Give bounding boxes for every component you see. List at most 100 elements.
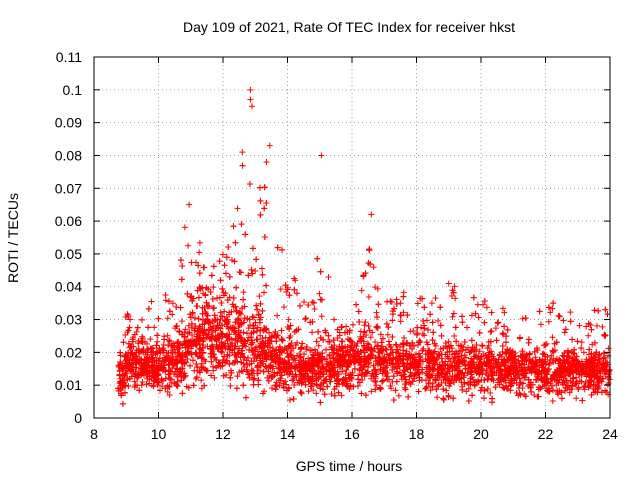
- data-point: [561, 373, 568, 380]
- data-point: [199, 321, 206, 328]
- data-point: [187, 314, 194, 321]
- data-point: [533, 345, 540, 352]
- data-point: [372, 373, 379, 380]
- data-point: [305, 388, 312, 395]
- data-point: [390, 360, 397, 367]
- data-point: [348, 375, 355, 382]
- data-point: [285, 366, 292, 373]
- data-point: [131, 378, 138, 385]
- data-point: [293, 290, 300, 297]
- data-point: [591, 362, 598, 369]
- data-point: [121, 389, 128, 396]
- data-point: [249, 322, 256, 329]
- data-point: [479, 301, 486, 308]
- data-point: [235, 315, 242, 322]
- data-point: [305, 355, 312, 362]
- data-point: [309, 361, 316, 368]
- data-point: [236, 322, 243, 329]
- data-point: [540, 350, 547, 357]
- data-point: [252, 268, 259, 275]
- data-point: [595, 384, 602, 391]
- data-point: [405, 393, 412, 400]
- data-point: [569, 375, 576, 382]
- data-point: [440, 345, 447, 352]
- data-point: [156, 355, 163, 362]
- data-point: [461, 380, 468, 387]
- data-point: [178, 377, 185, 384]
- data-point: [228, 369, 235, 376]
- data-point: [495, 319, 502, 326]
- data-point: [434, 372, 441, 379]
- data-point: [208, 358, 215, 365]
- data-point: [238, 337, 245, 344]
- data-point: [356, 318, 363, 325]
- data-point: [361, 328, 368, 335]
- data-point: [514, 371, 521, 378]
- data-point: [204, 343, 211, 350]
- data-point: [198, 377, 205, 384]
- data-point: [503, 367, 510, 374]
- data-point: [442, 379, 449, 386]
- data-point: [574, 338, 581, 345]
- data-point: [227, 374, 234, 381]
- data-point: [484, 386, 491, 393]
- data-point: [301, 299, 308, 306]
- data-point: [237, 354, 244, 361]
- data-point: [513, 367, 520, 374]
- data-point: [372, 338, 379, 345]
- data-point: [449, 313, 456, 320]
- data-point: [462, 346, 469, 353]
- data-point: [404, 360, 411, 367]
- data-point: [238, 359, 245, 366]
- data-point: [314, 382, 321, 389]
- data-point: [550, 359, 557, 366]
- data-point: [588, 326, 595, 333]
- data-point: [579, 397, 586, 404]
- data-point: [163, 353, 170, 360]
- data-point: [230, 324, 237, 331]
- data-point: [309, 318, 316, 325]
- data-point: [515, 364, 522, 371]
- data-point: [387, 382, 394, 389]
- data-point: [479, 367, 486, 374]
- data-point: [488, 328, 495, 335]
- data-point: [155, 360, 162, 367]
- data-point: [531, 363, 538, 370]
- data-point: [278, 348, 285, 355]
- data-point: [459, 313, 466, 320]
- data-point: [156, 366, 163, 373]
- data-point: [596, 356, 603, 363]
- data-point: [177, 353, 184, 360]
- data-point: [272, 382, 279, 389]
- data-point: [257, 367, 264, 374]
- data-point: [397, 312, 404, 319]
- data-point: [477, 387, 484, 394]
- data-point: [475, 314, 482, 321]
- data-point: [277, 286, 284, 293]
- data-point: [353, 353, 360, 360]
- data-point: [404, 312, 411, 319]
- data-point: [118, 390, 125, 397]
- data-point: [358, 371, 365, 378]
- data-point: [517, 352, 524, 359]
- data-point: [445, 338, 452, 345]
- data-point: [525, 339, 532, 346]
- data-point: [217, 277, 224, 284]
- data-point: [326, 378, 333, 385]
- data-point: [474, 377, 481, 384]
- data-point: [383, 362, 390, 369]
- data-point: [203, 299, 210, 306]
- data-point: [129, 338, 136, 345]
- data-point: [429, 337, 436, 344]
- data-point: [447, 380, 454, 387]
- data-point: [494, 379, 501, 386]
- data-point: [238, 221, 245, 228]
- data-point: [373, 324, 380, 331]
- data-point: [260, 368, 267, 375]
- data-point: [433, 386, 440, 393]
- data-point: [273, 383, 280, 390]
- data-point: [296, 302, 303, 309]
- data-point: [259, 351, 266, 358]
- data-point: [161, 336, 168, 343]
- data-point: [435, 317, 442, 324]
